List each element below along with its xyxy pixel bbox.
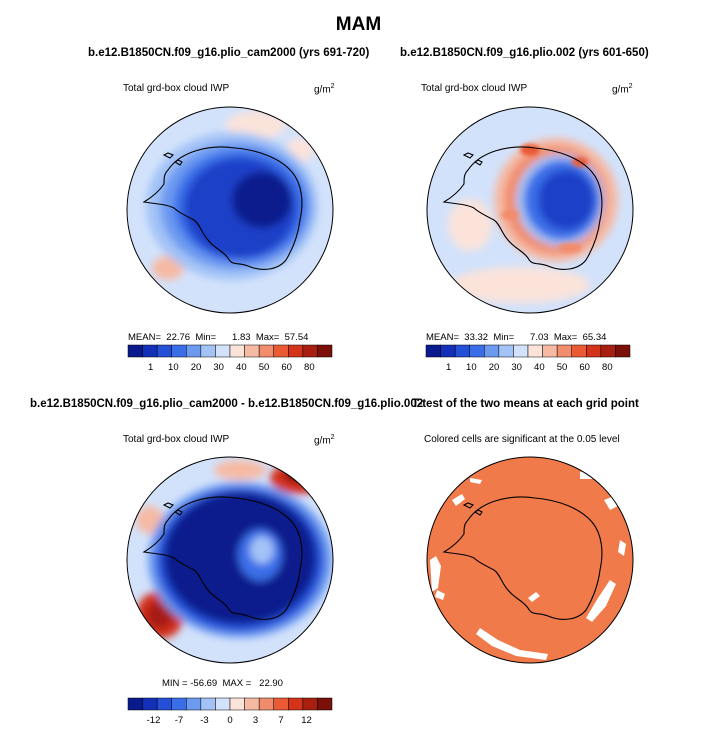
colorbar-3-tick-label: 0 [227,715,232,726]
colorbar-2-swatch [498,344,514,358]
colorbar-3-tick-label: 12 [301,715,312,726]
map-panel-1 [126,106,334,314]
panel-1-units: g/m2 [314,83,335,96]
colorbar-1-swatch [288,344,304,358]
panel-3-stats: MIN = -56.69 MAX = 22.90 [162,678,283,689]
colorbar-panel-2: 1 10 20 30 40 50 60 80 [425,344,631,373]
panel-2-field-label: Total grd-box cloud IWP [421,83,528,94]
colorbar-2-swatch [484,344,500,358]
colorbar-3-tick-label: 3 [253,715,258,726]
colorbar-1-swatch [317,344,333,358]
colorbar-3-swatch [156,697,172,711]
colorbar-1-swatch [200,344,216,358]
colorbar-3-swatch [200,697,216,711]
colorbar-3-swatch [244,697,260,711]
colorbar-3-swatch [127,697,143,711]
panel-3-field-label: Total grd-box cloud IWP [123,434,230,445]
colorbar-2-tick-label: 60 [579,362,590,373]
panel-3-units: g/m2 [314,434,335,447]
colorbar-3-swatch [171,697,187,711]
colorbar-1-tick-label: 60 [281,362,292,373]
colorbar-2-tick-label: 50 [557,362,568,373]
colorbar-3-tick-label: 7 [278,715,283,726]
colorbar-1-swatch [215,344,231,358]
colorbar-3-swatch [302,697,318,711]
colorbar-3-tick-label: -3 [200,715,208,726]
colorbar-1-swatch [258,344,274,358]
colorbar-2-tick-label: 40 [534,362,545,373]
colorbar-3-swatch [288,697,304,711]
colorbar-1-tick-label: 50 [259,362,270,373]
map-panel-2 [426,106,634,314]
panel-2-units: g/m2 [612,83,633,96]
p4-significant-cells [427,457,633,663]
colorbar-1-swatch [244,344,260,358]
map-panel-3 [126,456,334,664]
colorbar-1-tick-label: 80 [304,362,315,373]
colorbar-3-swatch [186,697,202,711]
colorbar-1-swatch [156,344,172,358]
colorbar-2-swatch [586,344,602,358]
colorbar-2-tick-label: 10 [466,362,477,373]
colorbar-2-swatch [542,344,558,358]
colorbar-1-swatch [302,344,318,358]
colorbar-3-swatch [258,697,274,711]
p1-warm-patch-north [226,111,286,139]
colorbar-3-swatch [142,697,158,711]
panel-2-title: b.e12.B1850CN.f09_g16.plio.002 (yrs 601-… [400,47,649,59]
colorbar-3-swatch [229,697,245,711]
colorbar-3-swatch [317,697,333,711]
colorbar-2-tick-label: 20 [489,362,500,373]
panel-3-title: b.e12.B1850CN.f09_g16.plio_cam2000 - b.e… [30,398,424,410]
colorbar-1-tick-label: 40 [236,362,247,373]
figure-title: MAM [335,14,382,35]
colorbar-2-tick-label: 30 [511,362,522,373]
colorbar-3-swatch [215,697,231,711]
colorbar-2-swatch [454,344,470,358]
panel-1-stats: MEAN= 22.76 Min= 1.83 Max= 57.54 [128,332,309,343]
panel-2-stats: MEAN= 33.32 Min= 7.03 Max= 65.34 [426,332,607,343]
colorbar-1-tick-label: 30 [213,362,224,373]
panel-4-field-label: Colored cells are significant at the 0.0… [424,434,620,445]
colorbar-1-swatch [127,344,143,358]
colorbar-1-swatch [171,344,187,358]
colorbar-1-swatch [229,344,245,358]
colorbar-2-swatch [440,344,456,358]
colorbar-2-swatch [615,344,631,358]
colorbar-2-swatch [571,344,587,358]
colorbar-panel-3: -12 -7 -3 0 3 7 12 [127,697,333,726]
colorbar-2-swatch [556,344,572,358]
panel-1-field-label: Total grd-box cloud IWP [123,83,230,94]
panel-4-title: T-test of the two means at each grid poi… [412,398,639,410]
colorbar-1-tick-label: 1 [148,362,153,373]
colorbar-1-swatch [142,344,158,358]
colorbar-2-swatch [527,344,543,358]
colorbar-panel-1: 1 10 20 30 40 50 60 80 [127,344,333,373]
colorbar-1-tick-label: 10 [168,362,179,373]
colorbar-2-tick-label: 1 [446,362,451,373]
colorbar-1-swatch [186,344,202,358]
map-panel-4 [426,456,634,664]
colorbar-3-tick-label: -7 [175,715,183,726]
colorbar-3-swatch [273,697,289,711]
panel-1-title: b.e12.B1850CN.f09_g16.plio_cam2000 (yrs … [88,47,370,59]
colorbar-1-tick-label: 20 [191,362,202,373]
colorbar-1-swatch [273,344,289,358]
colorbar-2-swatch [425,344,441,358]
colorbar-2-tick-label: 80 [602,362,613,373]
colorbar-3-tick-label: -12 [147,715,161,726]
colorbar-2-swatch [600,344,616,358]
colorbar-2-swatch [469,344,485,358]
colorbar-2-swatch [513,344,529,358]
